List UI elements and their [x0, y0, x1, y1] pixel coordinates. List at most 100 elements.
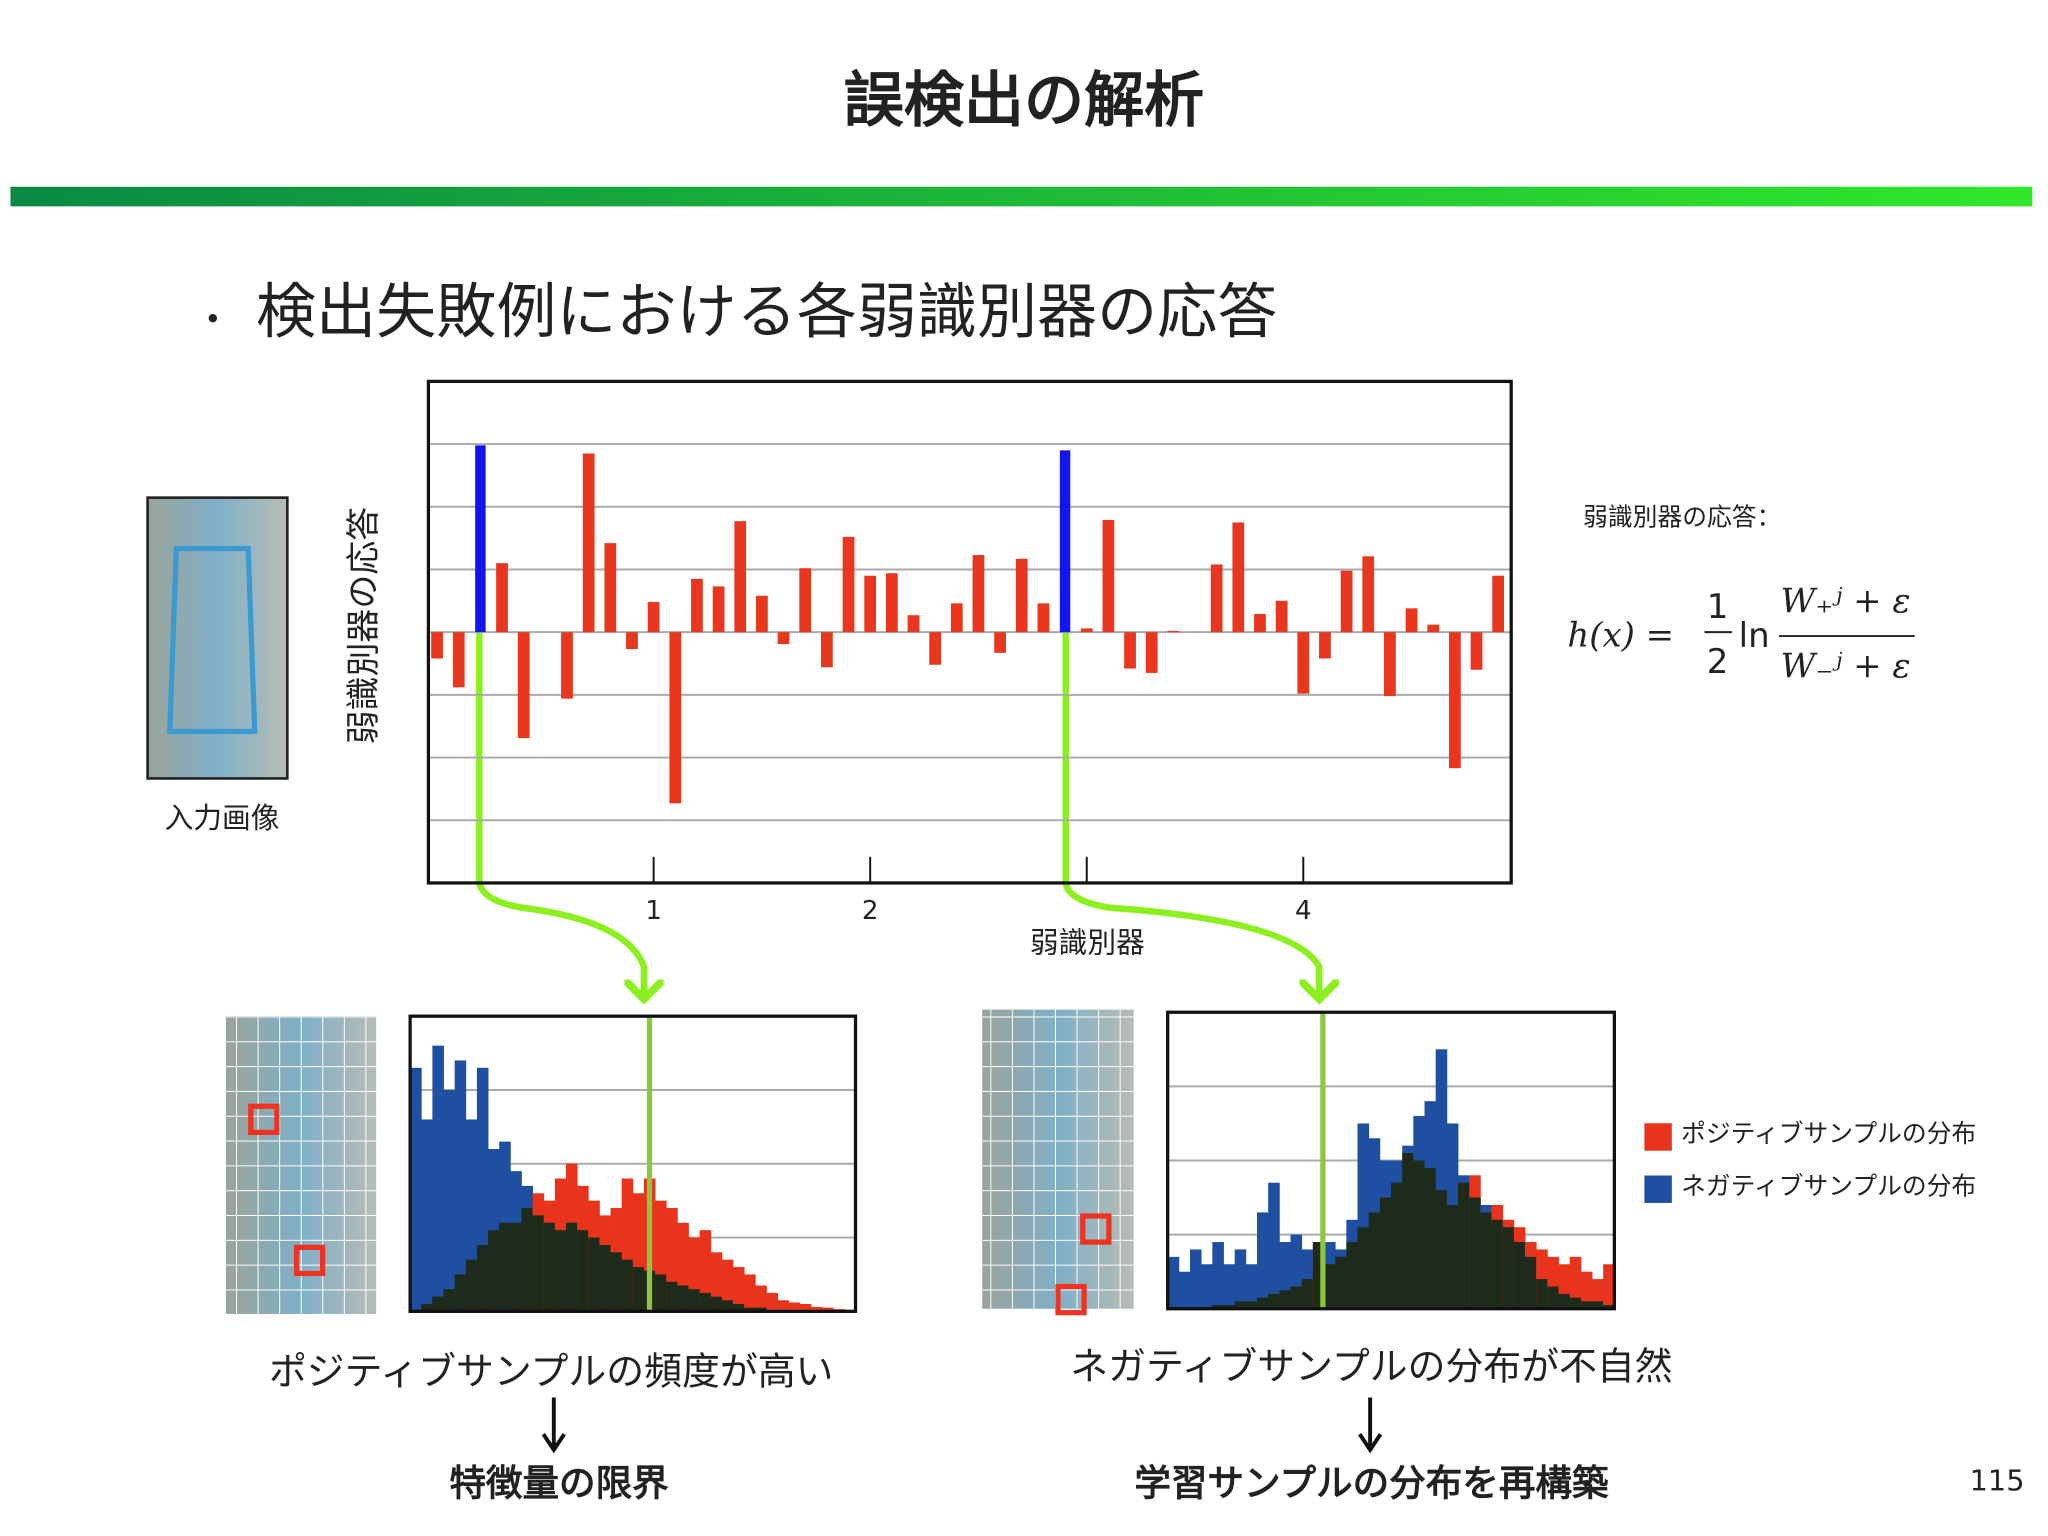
hist-bar: [744, 1274, 756, 1312]
hist-bar: [1301, 1279, 1314, 1309]
bar: [842, 536, 855, 633]
bar: [669, 632, 682, 804]
bar: [1037, 603, 1050, 633]
legend-swatch: [1644, 1175, 1672, 1203]
link-arrow: [476, 630, 644, 999]
hist-bar: [410, 1067, 422, 1312]
hist-bar: [1279, 1242, 1291, 1309]
hist-bar: [543, 1222, 556, 1312]
bar: [820, 632, 833, 668]
hist-bar: [1458, 1182, 1470, 1309]
formula-num: 1: [1707, 587, 1729, 627]
hist-bar: [655, 1200, 667, 1312]
bar: [1232, 522, 1245, 633]
bar: [1275, 600, 1288, 633]
hist-bar: [1502, 1227, 1515, 1309]
left-conclusion: 特徴量の限界: [449, 1462, 669, 1505]
hist-bar: [755, 1307, 767, 1312]
hist-bar: [666, 1208, 678, 1312]
down-arrow: [1358, 1397, 1383, 1454]
formula-bottom: W₋ʲ + ε: [1781, 647, 1911, 687]
bar: [647, 602, 660, 633]
hist-bar: [488, 1230, 500, 1312]
hist-bar: [1547, 1256, 1559, 1309]
hist-bar: [1603, 1264, 1615, 1309]
hist-bar: [1592, 1301, 1604, 1309]
hist-bar: [621, 1259, 634, 1312]
hist-bar: [1446, 1204, 1459, 1309]
hist-bar: [554, 1230, 567, 1312]
bar: [1297, 632, 1310, 694]
hist-bar: [688, 1289, 701, 1312]
hist-bar: [443, 1089, 456, 1312]
bar: [1405, 608, 1418, 633]
hist-bar: [1368, 1212, 1381, 1309]
input-caption: 入力画像: [165, 801, 280, 835]
x-tick-label: 2: [862, 896, 879, 926]
thumb-left: [225, 1016, 377, 1314]
hist-bar: [432, 1045, 444, 1312]
hist-bar: [1558, 1293, 1571, 1309]
hist-bar: [1469, 1197, 1481, 1309]
bar: [799, 568, 812, 633]
hist-bar: [721, 1259, 734, 1312]
hist-bar: [1245, 1264, 1258, 1309]
hist-bar: [777, 1300, 790, 1312]
bar: [907, 615, 920, 633]
hist-bar: [1480, 1212, 1492, 1309]
hist-bar: [1223, 1264, 1236, 1309]
hist-bar: [443, 1289, 456, 1312]
hist-bar: [677, 1285, 689, 1312]
formula-caption: 弱識別器の応答：: [1583, 503, 1781, 532]
hist-bar: [532, 1215, 545, 1312]
bar: [777, 632, 790, 645]
title-rule: [10, 186, 2033, 207]
bar: [496, 563, 508, 633]
formula-lhs: h(x) =: [1567, 615, 1674, 655]
input-image: [146, 496, 289, 780]
hist-bar: [521, 1208, 533, 1312]
formula: h(x) = 1 2 ln W₊ʲ + ε W₋ʲ + ε: [1567, 581, 1915, 687]
hist-bar: [465, 1259, 478, 1312]
bar: [972, 555, 985, 633]
hist-bar: [1279, 1290, 1291, 1309]
y-axis-label: 弱識別器の応答: [344, 507, 384, 745]
left-caption: ポジティブサンプルの頻度が高い: [269, 1350, 833, 1394]
hist-bar: [632, 1267, 645, 1312]
hist-bar: [1201, 1264, 1213, 1309]
bar: [1470, 632, 1483, 670]
right-caption: ネガティブサンプルの分布が不自然: [1070, 1344, 1672, 1388]
hist-bar: [733, 1303, 745, 1312]
hist-bar: [1335, 1256, 1347, 1309]
hist-bar: [454, 1060, 467, 1312]
bar: [475, 445, 486, 633]
hist-bar: [1491, 1219, 1504, 1309]
bar: [864, 575, 877, 633]
hist-bar: [1435, 1049, 1448, 1309]
bar: [1492, 575, 1505, 633]
hist-bar: [1324, 1264, 1336, 1309]
hist-bar: [1513, 1242, 1526, 1309]
hist-bar: [1603, 1305, 1615, 1309]
hist-bar: [1212, 1305, 1224, 1309]
hist-bar: [621, 1178, 634, 1312]
x-tick-label: 1: [645, 896, 662, 926]
bar: [929, 632, 942, 665]
hist-bar: [1257, 1297, 1269, 1309]
hist-bar: [1357, 1227, 1370, 1309]
hist-bar: [655, 1274, 667, 1312]
hist-bar: [1167, 1256, 1180, 1309]
hist-bar: [476, 1244, 489, 1312]
hist-bar: [788, 1302, 801, 1312]
bar: [1340, 570, 1353, 633]
formula-top: W₊ʲ + ε: [1781, 581, 1911, 621]
hist-bar: [588, 1237, 600, 1312]
link-arrow: [1062, 630, 1319, 999]
hist-bar: [1268, 1293, 1280, 1309]
hist-bar: [744, 1307, 756, 1312]
hist-bar: [699, 1292, 712, 1312]
hist-bar: [454, 1274, 467, 1312]
bullet-mark: ・: [193, 298, 232, 343]
bar: [1015, 558, 1028, 633]
